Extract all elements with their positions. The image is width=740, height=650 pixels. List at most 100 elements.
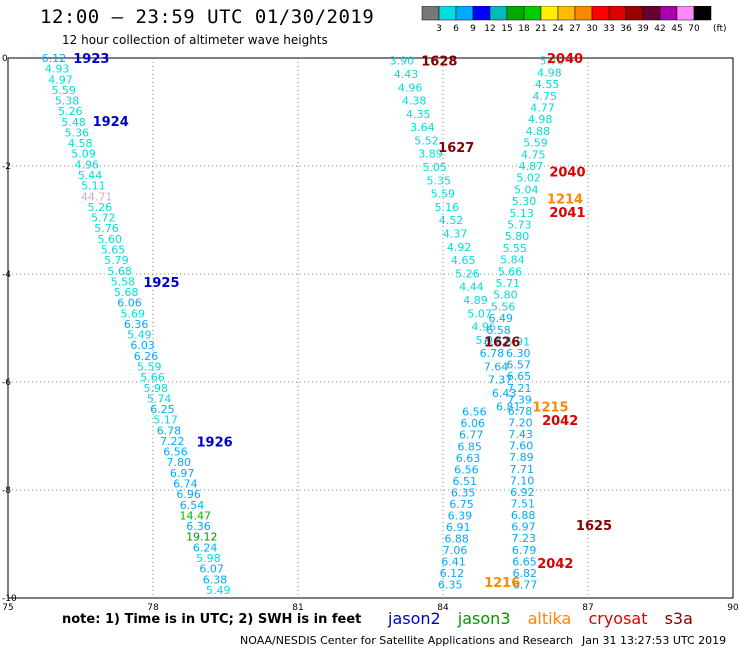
satellite-legend: jason2 jason3 altika cryosat s3a xyxy=(388,609,705,628)
swh-value: 6.85 xyxy=(457,440,482,453)
swh-value: 6.49 xyxy=(489,312,514,325)
time-label: 2041 xyxy=(549,206,585,221)
swh-value: 6.25 xyxy=(150,403,175,416)
time-label: 1626 xyxy=(484,336,520,351)
swh-value: 5.69 xyxy=(121,307,146,320)
swh-value: 4.89 xyxy=(463,294,488,307)
time-label: 1924 xyxy=(93,115,129,130)
swh-value: 7.20 xyxy=(508,417,533,430)
swh-value: 5.16 xyxy=(435,201,460,214)
swh-value: 4.96 xyxy=(75,158,100,171)
x-tick-label: 81 xyxy=(292,603,303,610)
swh-value: 6.30 xyxy=(506,347,531,360)
swh-value: 6.88 xyxy=(444,532,469,545)
swh-value: 4.98 xyxy=(528,113,553,126)
swh-value: 6.88 xyxy=(511,509,536,522)
swh-value: 6.77 xyxy=(459,429,484,442)
wave-height-plot: 75 78 81 84 87 900-2-4-6-8-106.124.934.975.59… xyxy=(2,52,739,610)
swh-value: 7.89 xyxy=(509,451,534,464)
swh-value: 7.21 xyxy=(507,382,532,395)
swh-value: 5.91 xyxy=(506,336,531,349)
swh-value: 5.48 xyxy=(61,116,86,129)
time-label: 1216 xyxy=(484,576,520,591)
swh-value: 6.97 xyxy=(170,467,195,480)
swh-value: 3.90 xyxy=(390,55,415,68)
swh-value: 6.65 xyxy=(507,370,532,383)
swh-value: 19.12 xyxy=(186,531,218,544)
swh-value: 6.56 xyxy=(462,406,487,419)
swh-value: 6.12 xyxy=(440,567,465,580)
swh-value: 5.26 xyxy=(88,201,113,214)
swh-value: 6.63 xyxy=(456,452,481,465)
x-tick-label: 75 xyxy=(2,603,13,610)
time-label: 1627 xyxy=(438,141,474,156)
swh-value: 4.52 xyxy=(439,214,464,227)
swh-value: 5.59 xyxy=(523,137,548,150)
swh-value: 5.65 xyxy=(101,243,126,256)
swh-value: 6.79 xyxy=(512,544,537,557)
footer-note: note: 1) Time is in UTC; 2) SWH is in fe… xyxy=(62,612,362,627)
footer-credit: NOAA/NESDIS Center for Satellite Applica… xyxy=(240,634,574,647)
swh-value: 6.77 xyxy=(513,579,538,592)
swh-value: 5.38 xyxy=(55,95,80,108)
legend-altika: altika xyxy=(527,609,572,628)
swh-value: 5.05 xyxy=(422,161,447,174)
swh-value: 5.49 xyxy=(206,584,231,597)
colorbar-tick: 39 xyxy=(637,24,649,34)
chart-title: 12:00 – 23:59 UTC 01/30/2019 xyxy=(40,6,375,28)
swh-value: 4.38 xyxy=(402,95,427,108)
swh-value: 3.64 xyxy=(410,121,435,134)
swh-value: 7.22 xyxy=(160,435,185,448)
legend-s3a: s3a xyxy=(664,609,693,628)
swh-value: 6.38 xyxy=(203,573,228,586)
colorbar-tick: 15 xyxy=(501,24,512,34)
swh-value: 5.26 xyxy=(455,267,480,280)
y-tick-label: -4 xyxy=(2,270,11,280)
swh-value: 5.09 xyxy=(71,148,96,161)
swh-value: 5.68 xyxy=(107,265,132,278)
swh-value: 5.80 xyxy=(505,230,530,243)
swh-value: 6.41 xyxy=(441,555,466,568)
swh-value: 6.82 xyxy=(513,567,538,580)
swh-value: 4.58 xyxy=(68,137,93,150)
swh-value: 5.52 xyxy=(414,134,439,147)
swh-value: 4.44 xyxy=(459,281,484,294)
swh-value: 5.13 xyxy=(509,207,534,220)
colorbar-legend: 3 6 9 12 15 18 21 24 27 30 33 36 39 42 45 70 (ft) xyxy=(421,6,727,34)
swh-value: 7.80 xyxy=(167,456,192,469)
colorbar-tick: 9 xyxy=(470,24,476,34)
colorbar-tick: 21 xyxy=(535,24,546,34)
swh-value: 4.35 xyxy=(406,108,431,121)
swh-value: 4.75 xyxy=(533,90,558,103)
swh-value: 6.32 xyxy=(484,336,509,349)
swh-value: 5.49 xyxy=(127,329,152,342)
swh-value: 6.78 xyxy=(508,405,533,418)
time-label: 1628 xyxy=(421,55,457,70)
swh-value: 6.91 xyxy=(446,521,471,534)
colorbar-tick: 24 xyxy=(552,24,564,34)
swh-value: 6.43 xyxy=(492,387,517,400)
swh-value: 5.80 xyxy=(493,289,518,302)
swh-value: 7.06 xyxy=(443,544,468,557)
swh-value: 5.73 xyxy=(507,219,532,232)
swh-value: 5.60 xyxy=(98,233,123,246)
swh-value: 44.71 xyxy=(81,190,113,203)
swh-value: 5.36 xyxy=(65,126,90,139)
swh-value: 5.71 xyxy=(495,277,520,290)
swh-value: 6.12 xyxy=(42,52,67,65)
colorbar-unit: (ft) xyxy=(713,24,727,34)
swh-value: 4.87 xyxy=(519,160,544,173)
swh-value: 3.89 xyxy=(418,148,443,161)
swh-value: 6.78 xyxy=(480,347,505,360)
swh-value: 4.65 xyxy=(451,254,476,267)
swh-value: 6.97 xyxy=(511,521,536,534)
swh-value: 6.56 xyxy=(163,446,188,459)
x-tick-label: 90 xyxy=(727,603,739,610)
time-label: 1925 xyxy=(143,276,179,291)
swh-value: 6.06 xyxy=(461,417,486,430)
swh-value: 6.57 xyxy=(506,359,531,372)
swh-value: 5.98 xyxy=(196,552,221,565)
colorbar-tick: 42 xyxy=(654,24,665,34)
swh-value: 6.36 xyxy=(186,520,211,533)
swh-value: 5.30 xyxy=(512,195,537,208)
